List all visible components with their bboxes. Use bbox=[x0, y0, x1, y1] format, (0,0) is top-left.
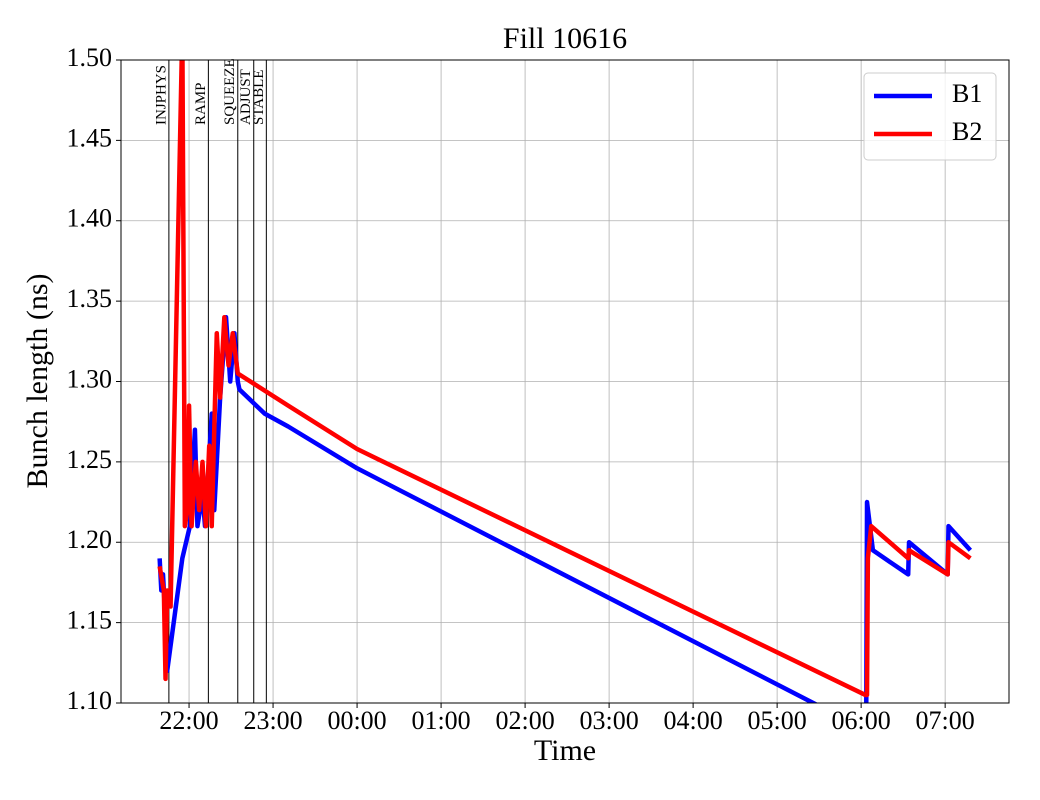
y-tick-label: 1.15 bbox=[67, 606, 113, 635]
x-tick-label: 01:00 bbox=[411, 706, 470, 735]
x-tick-label: 04:00 bbox=[664, 706, 723, 735]
y-tick-label: 1.50 bbox=[67, 43, 113, 72]
plot-frame bbox=[120, 59, 1010, 704]
series-line bbox=[157, 60, 972, 698]
y-tick-label: 1.35 bbox=[67, 284, 113, 313]
y-tick-label: 1.30 bbox=[67, 364, 113, 393]
mode-label: RAMP bbox=[193, 82, 209, 125]
mode-label: SQUEEZE bbox=[222, 58, 238, 125]
mode-label: ADJUST bbox=[238, 69, 254, 125]
y-tick-label: 1.10 bbox=[67, 686, 113, 715]
chart-title: Fill 10616 bbox=[503, 22, 627, 55]
x-tick-label: 23:00 bbox=[243, 706, 302, 735]
x-tick-label: 06:00 bbox=[832, 706, 891, 735]
mode-label: INJPHYS bbox=[153, 65, 169, 125]
x-tick-label: 22:00 bbox=[159, 706, 218, 735]
legend-label: B2 bbox=[952, 117, 982, 146]
y-tick-label: 1.25 bbox=[67, 445, 113, 474]
series-line bbox=[157, 314, 973, 703]
mode-label: STABLE bbox=[251, 70, 267, 125]
x-axis-label: Time bbox=[534, 734, 596, 767]
plot-lines bbox=[157, 60, 973, 703]
x-tick-label: 02:00 bbox=[495, 706, 554, 735]
x-tick-label: 05:00 bbox=[748, 706, 807, 735]
x-tick-label: 07:00 bbox=[916, 706, 975, 735]
y-tick-label: 1.20 bbox=[67, 525, 113, 554]
y-axis-label: Bunch length (ns) bbox=[21, 274, 54, 489]
x-tick-label: 00:00 bbox=[327, 706, 386, 735]
x-tick-label: 03:00 bbox=[579, 706, 638, 735]
y-tick-label: 1.45 bbox=[67, 123, 113, 152]
legend-label: B1 bbox=[952, 79, 982, 108]
y-tick-label: 1.40 bbox=[67, 204, 113, 233]
